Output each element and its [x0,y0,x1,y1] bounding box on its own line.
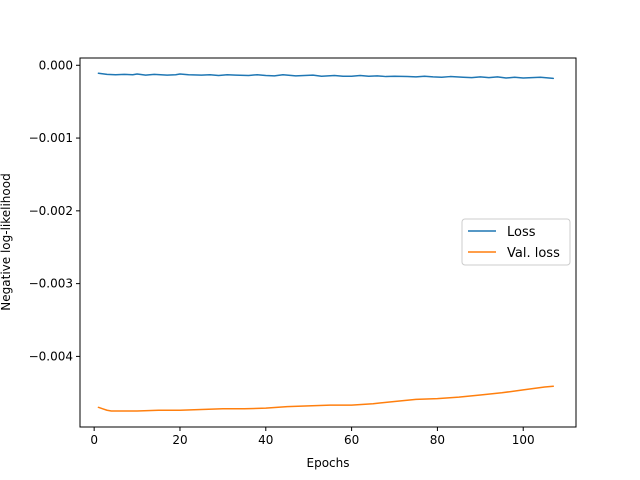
y-tick-label: −0.004 [29,349,73,363]
x-tick-label: 60 [344,433,359,447]
x-tick-label: 20 [172,433,187,447]
x-tick-label: 0 [90,433,98,447]
series-line-1 [97,385,555,412]
y-tick-label: 0.000 [39,58,73,72]
y-axis-ticks: 0.000 −0.001 −0.002 −0.003 −0.004 [29,58,80,363]
plot-area-frame [79,57,577,428]
x-tick-label: 40 [258,433,273,447]
y-tick-label: −0.001 [29,131,73,145]
legend-label: Val. loss [507,246,560,261]
x-axis-label: Epochs [307,456,350,470]
legend-label: Loss [507,225,536,240]
x-tick-label: 100 [512,433,535,447]
y-tick-label: −0.002 [29,204,73,218]
series-line-0 [97,72,555,80]
y-axis-label: Negative log-likelihood [0,173,13,310]
x-tick-label: 80 [430,433,445,447]
x-axis-ticks: 0 20 40 60 80 100 [90,427,535,447]
y-tick-label: −0.003 [29,277,73,291]
plot-lines [97,72,555,412]
legend: Loss Val. loss [461,218,571,266]
